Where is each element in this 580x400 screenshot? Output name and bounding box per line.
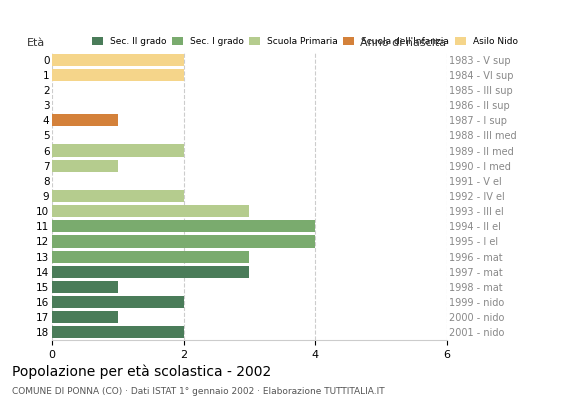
Bar	[52, 296, 184, 308]
Bar	[52, 326, 184, 338]
Legend: Sec. II grado, Sec. I grado, Scuola Primaria, Scuola dell'Infanzia, Asilo Nido: Sec. II grado, Sec. I grado, Scuola Prim…	[88, 34, 521, 50]
Text: COMUNE DI PONNA (CO) · Dati ISTAT 1° gennaio 2002 · Elaborazione TUTTITALIA.IT: COMUNE DI PONNA (CO) · Dati ISTAT 1° gen…	[12, 387, 384, 396]
Text: Popolazione per età scolastica - 2002: Popolazione per età scolastica - 2002	[12, 365, 271, 379]
Bar	[52, 220, 315, 232]
Text: Età: Età	[27, 38, 45, 48]
Text: Anno di nascita: Anno di nascita	[361, 38, 447, 48]
Bar	[52, 190, 184, 202]
Bar	[52, 250, 249, 263]
Bar	[52, 54, 184, 66]
Bar	[52, 311, 118, 323]
Bar	[52, 114, 118, 126]
Bar	[52, 160, 118, 172]
Bar	[52, 281, 118, 293]
Bar	[52, 205, 249, 217]
Bar	[52, 69, 184, 81]
Bar	[52, 144, 184, 156]
Bar	[52, 236, 315, 248]
Bar	[52, 266, 249, 278]
